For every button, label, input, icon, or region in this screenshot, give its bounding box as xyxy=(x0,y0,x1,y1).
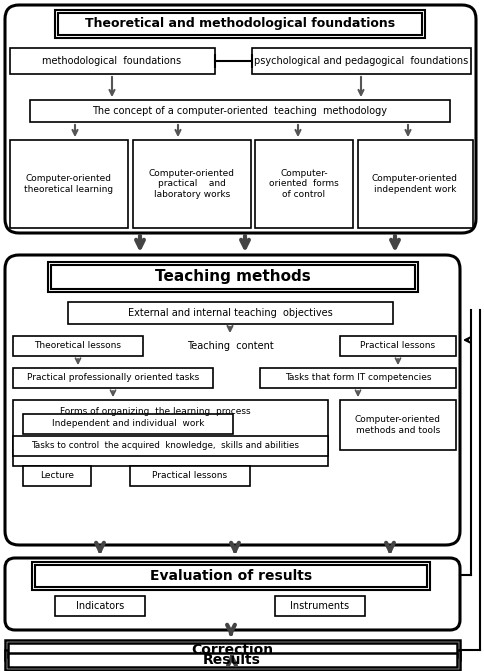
Bar xyxy=(32,562,429,590)
Bar xyxy=(259,368,455,388)
Bar xyxy=(10,48,214,74)
Text: Teaching  content: Teaching content xyxy=(186,341,273,351)
FancyBboxPatch shape xyxy=(5,558,459,630)
Text: Practical lessons: Practical lessons xyxy=(152,472,227,480)
Bar xyxy=(339,400,455,450)
Text: Lecture: Lecture xyxy=(40,472,74,480)
Text: Practical lessons: Practical lessons xyxy=(360,342,435,350)
Text: methodological  foundations: methodological foundations xyxy=(42,56,181,66)
Text: Practical professionally oriented tasks: Practical professionally oriented tasks xyxy=(27,374,199,382)
Bar xyxy=(13,400,327,466)
Text: Tasks that form IT competencies: Tasks that form IT competencies xyxy=(284,374,430,382)
Text: Evaluation of results: Evaluation of results xyxy=(150,569,311,583)
Bar xyxy=(10,140,128,228)
Bar xyxy=(8,653,456,667)
Text: Indicators: Indicators xyxy=(76,601,124,611)
Bar xyxy=(339,336,455,356)
Text: Forms of organizing  the learning  process: Forms of organizing the learning process xyxy=(60,407,250,417)
Bar xyxy=(51,265,414,289)
Text: Theoretical and methodological foundations: Theoretical and methodological foundatio… xyxy=(85,17,394,30)
Bar xyxy=(255,140,352,228)
Bar xyxy=(55,596,145,616)
Bar xyxy=(274,596,364,616)
Text: Teaching methods: Teaching methods xyxy=(155,270,310,285)
Bar xyxy=(35,565,426,587)
Text: Theoretical lessons: Theoretical lessons xyxy=(34,342,121,350)
Bar xyxy=(5,640,459,660)
Text: Results: Results xyxy=(203,653,260,667)
Text: psychological and pedagogical  foundations: psychological and pedagogical foundation… xyxy=(253,56,467,66)
Bar xyxy=(13,368,212,388)
Bar xyxy=(13,436,327,456)
Text: Instruments: Instruments xyxy=(290,601,349,611)
Text: Computer-oriented
methods and tools: Computer-oriented methods and tools xyxy=(354,415,440,435)
Text: Tasks to control  the acquired  knowledge,  skills and abilities: Tasks to control the acquired knowledge,… xyxy=(31,442,298,450)
Bar xyxy=(13,336,143,356)
Bar xyxy=(5,650,459,670)
Text: The concept of a computer-oriented  teaching  methodology: The concept of a computer-oriented teach… xyxy=(92,106,387,116)
Text: Computer-oriented
theoretical learning: Computer-oriented theoretical learning xyxy=(24,174,113,194)
Text: Computer-oriented
independent work: Computer-oriented independent work xyxy=(371,174,457,194)
Bar xyxy=(48,262,417,292)
FancyBboxPatch shape xyxy=(5,5,475,233)
Bar xyxy=(55,10,424,38)
Bar xyxy=(357,140,472,228)
Bar xyxy=(23,466,91,486)
Text: External and internal teaching  objectives: External and internal teaching objective… xyxy=(127,308,332,318)
Text: Correction: Correction xyxy=(191,643,272,657)
Bar xyxy=(8,643,456,657)
Bar xyxy=(252,48,470,74)
Bar xyxy=(68,302,392,324)
Bar xyxy=(58,13,421,35)
Bar xyxy=(130,466,249,486)
FancyBboxPatch shape xyxy=(5,255,459,545)
Bar xyxy=(30,100,449,122)
Text: Computer-
oriented  forms
of control: Computer- oriented forms of control xyxy=(269,169,338,199)
Bar xyxy=(23,414,232,434)
Text: Independent and individual  work: Independent and individual work xyxy=(52,419,204,429)
Text: Computer-oriented
practical    and
laboratory works: Computer-oriented practical and laborato… xyxy=(149,169,235,199)
Bar xyxy=(133,140,251,228)
